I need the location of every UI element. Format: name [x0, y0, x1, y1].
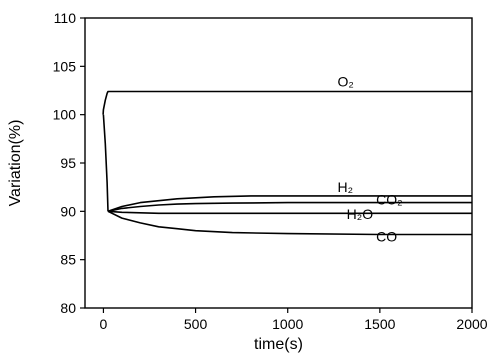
y-tick-label: 85 — [60, 252, 76, 268]
x-tick-label: 1000 — [272, 316, 303, 332]
series-annotation: H₂ — [337, 179, 353, 195]
y-tick-label: 80 — [60, 300, 76, 316]
series-annotation: CO — [376, 228, 397, 244]
x-axis-label: time(s) — [254, 336, 303, 353]
plot-frame — [84, 17, 473, 309]
y-tick-label: 110 — [54, 10, 77, 26]
series-line-2 — [107, 195, 472, 213]
series-line-3 — [107, 201, 472, 213]
x-axis: 0 500 1000 1500 2000 — [100, 308, 488, 332]
y-tick-label: 100 — [53, 107, 77, 123]
series-annotation: H₂O — [347, 206, 374, 222]
series-annotation: O₂ — [337, 74, 353, 90]
y-tick-label: 105 — [53, 58, 77, 74]
series-annotation: CO₂ — [376, 192, 402, 208]
y-axis: 80 85 90 95 100 105 110 — [53, 10, 85, 316]
plot-layer — [102, 90, 472, 236]
series-line-5 — [107, 210, 472, 236]
x-tick-label: 2000 — [456, 316, 487, 332]
series-line-1 — [102, 114, 109, 212]
y-tick-label: 95 — [60, 155, 76, 171]
y-tick-label: 90 — [60, 203, 76, 219]
series-line-0 — [102, 90, 472, 115]
x-tick-label: 1500 — [364, 316, 395, 332]
series-line-4 — [107, 210, 472, 215]
x-tick-label: 0 — [100, 316, 108, 332]
y-axis-label: Variation(%) — [7, 120, 24, 207]
x-tick-label: 500 — [184, 316, 208, 332]
